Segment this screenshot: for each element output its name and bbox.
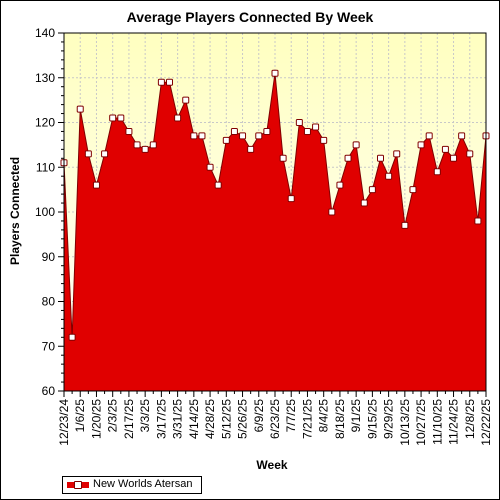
data-point bbox=[247, 145, 255, 153]
x-tick-label: 11/10/25 bbox=[430, 399, 444, 445]
legend-label: New Worlds Atersan bbox=[93, 478, 193, 490]
data-point bbox=[368, 186, 376, 194]
data-point bbox=[360, 199, 368, 207]
x-tick-label: 2/3/25 bbox=[106, 399, 120, 433]
data-point bbox=[76, 105, 84, 113]
data-point bbox=[230, 127, 238, 135]
data-point bbox=[166, 78, 173, 86]
legend: New Worlds Atersan bbox=[62, 476, 202, 494]
y-tick-label: 90 bbox=[42, 250, 56, 264]
data-point bbox=[312, 123, 320, 131]
data-point bbox=[255, 132, 263, 140]
data-point bbox=[263, 127, 271, 135]
data-point bbox=[417, 141, 425, 149]
data-point bbox=[425, 132, 433, 140]
y-tick-label: 100 bbox=[35, 205, 55, 219]
data-point bbox=[222, 136, 230, 144]
data-point bbox=[344, 154, 352, 162]
data-point bbox=[149, 141, 157, 149]
legend-marker-icon bbox=[74, 481, 82, 489]
series-area-fill bbox=[64, 73, 486, 391]
x-tick-label: 3/31/25 bbox=[171, 399, 185, 439]
x-tick-label: 9/15/25 bbox=[365, 399, 379, 439]
data-point bbox=[157, 78, 165, 86]
x-tick-label: 12/23/24 bbox=[57, 399, 71, 446]
x-tick-label: 8/4/25 bbox=[317, 399, 331, 433]
y-tick-label: 120 bbox=[35, 116, 55, 130]
y-tick-label: 70 bbox=[42, 339, 56, 353]
data-point bbox=[320, 136, 328, 144]
data-point bbox=[409, 186, 417, 194]
data-point bbox=[117, 114, 125, 122]
data-point bbox=[401, 221, 409, 229]
y-tick-label: 60 bbox=[42, 384, 56, 398]
x-tick-label: 7/21/25 bbox=[300, 399, 314, 439]
x-tick-label: 8/18/25 bbox=[333, 399, 347, 439]
x-tick-label: 6/23/25 bbox=[268, 399, 282, 439]
data-point bbox=[433, 168, 441, 176]
x-tick-label: 1/20/25 bbox=[89, 399, 103, 439]
data-point bbox=[109, 114, 117, 122]
series-markers bbox=[60, 32, 490, 392]
data-point bbox=[450, 154, 458, 162]
y-tick-label: 80 bbox=[42, 295, 56, 309]
data-point bbox=[271, 69, 279, 77]
data-point bbox=[68, 333, 76, 341]
data-point bbox=[133, 141, 141, 149]
data-point bbox=[174, 114, 182, 122]
x-tick-label: 10/13/25 bbox=[398, 399, 412, 446]
data-point bbox=[377, 154, 384, 162]
x-tick-label: 6/9/25 bbox=[252, 399, 266, 433]
data-point bbox=[190, 132, 198, 140]
x-tick-label: 11/24/25 bbox=[447, 399, 461, 445]
data-point bbox=[336, 181, 344, 189]
x-axis-ticks: 12/23/24 1/6/25 1/20/25 2/3/25 2/17/25 3/3/25… bbox=[57, 391, 493, 446]
data-point bbox=[295, 119, 303, 126]
data-point bbox=[279, 154, 287, 162]
data-point bbox=[303, 127, 311, 135]
x-tick-label: 5/26/25 bbox=[236, 399, 250, 439]
y-tick-label: 140 bbox=[35, 26, 55, 40]
x-tick-label: 2/17/25 bbox=[122, 399, 136, 439]
data-point bbox=[141, 145, 149, 153]
data-point bbox=[287, 195, 295, 203]
x-tick-label: 4/28/25 bbox=[203, 399, 217, 439]
chart-title: Average Players Connected By Week bbox=[127, 9, 374, 25]
x-tick-label: 9/1/25 bbox=[349, 399, 363, 433]
x-tick-label: 5/12/25 bbox=[219, 399, 233, 439]
data-point bbox=[198, 132, 206, 140]
x-tick-label: 9/29/25 bbox=[382, 399, 396, 439]
data-point bbox=[125, 127, 133, 135]
x-tick-label: 10/27/25 bbox=[414, 399, 428, 446]
x-axis-label: Week bbox=[256, 458, 287, 472]
x-tick-label: 12/22/25 bbox=[479, 399, 493, 446]
data-point bbox=[393, 150, 401, 158]
data-point bbox=[385, 172, 393, 180]
data-point bbox=[466, 150, 474, 158]
x-tick-label: 12/8/25 bbox=[463, 399, 477, 439]
data-point bbox=[214, 181, 222, 189]
x-tick-label: 3/17/25 bbox=[154, 399, 168, 439]
data-point bbox=[328, 208, 336, 216]
data-point bbox=[84, 150, 92, 158]
x-tick-label: 4/14/25 bbox=[187, 399, 201, 439]
y-axis-label: Players Connected bbox=[8, 157, 22, 265]
y-tick-label: 130 bbox=[35, 71, 55, 85]
data-point bbox=[92, 181, 100, 189]
x-tick-label: 7/7/25 bbox=[284, 399, 298, 433]
data-point bbox=[352, 141, 360, 149]
y-axis-ticks: 60 70 80 90 100 110 120 130 140 bbox=[35, 26, 64, 398]
x-tick-label: 1/6/25 bbox=[73, 399, 87, 433]
data-point bbox=[182, 96, 190, 104]
data-point bbox=[239, 132, 247, 140]
data-point bbox=[441, 145, 449, 153]
data-point bbox=[458, 132, 466, 140]
x-tick-label: 3/3/25 bbox=[138, 399, 152, 433]
y-tick-label: 110 bbox=[36, 160, 55, 174]
data-point bbox=[206, 163, 214, 171]
data-point bbox=[474, 217, 482, 225]
data-point bbox=[101, 150, 109, 158]
